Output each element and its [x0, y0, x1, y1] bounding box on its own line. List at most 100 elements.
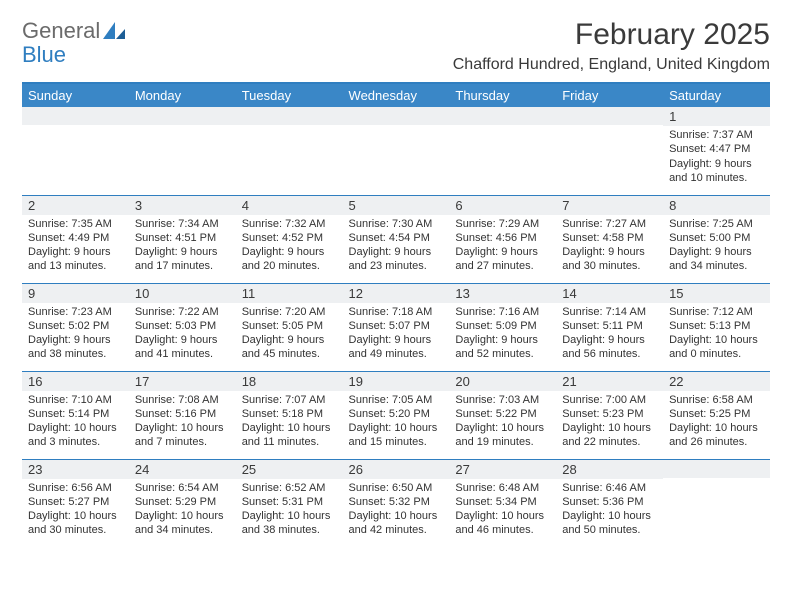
- daylight-text: Daylight: 10 hours and 15 minutes.: [349, 421, 444, 450]
- sunset-text: Sunset: 5:36 PM: [562, 495, 657, 509]
- sunrise-text: Sunrise: 6:54 AM: [135, 481, 230, 495]
- sunset-text: Sunset: 5:13 PM: [669, 319, 764, 333]
- day-number: 1: [663, 107, 770, 126]
- calendar-day-cell: 19Sunrise: 7:05 AMSunset: 5:20 PMDayligh…: [343, 371, 450, 459]
- sunset-text: Sunset: 5:31 PM: [242, 495, 337, 509]
- calendar-day-cell: 9Sunrise: 7:23 AMSunset: 5:02 PMDaylight…: [22, 283, 129, 371]
- calendar-day-cell: 15Sunrise: 7:12 AMSunset: 5:13 PMDayligh…: [663, 283, 770, 371]
- day-number: 12: [343, 284, 450, 303]
- daylight-text: Daylight: 10 hours and 22 minutes.: [562, 421, 657, 450]
- day-number: 25: [236, 460, 343, 479]
- calendar-day-cell: 4Sunrise: 7:32 AMSunset: 4:52 PMDaylight…: [236, 195, 343, 283]
- logo: General: [22, 18, 125, 44]
- sunset-text: Sunset: 4:58 PM: [562, 231, 657, 245]
- weekday-header: Saturday: [663, 84, 770, 107]
- sunset-text: Sunset: 4:49 PM: [28, 231, 123, 245]
- sunrise-text: Sunrise: 7:22 AM: [135, 305, 230, 319]
- sunset-text: Sunset: 4:51 PM: [135, 231, 230, 245]
- calendar-day-cell: 5Sunrise: 7:30 AMSunset: 4:54 PMDaylight…: [343, 195, 450, 283]
- sunset-text: Sunset: 4:54 PM: [349, 231, 444, 245]
- calendar-week-row: 9Sunrise: 7:23 AMSunset: 5:02 PMDaylight…: [22, 283, 770, 371]
- sunrise-text: Sunrise: 6:48 AM: [455, 481, 550, 495]
- calendar-day-cell: 16Sunrise: 7:10 AMSunset: 5:14 PMDayligh…: [22, 371, 129, 459]
- day-number: [663, 460, 770, 478]
- calendar-day-cell: 14Sunrise: 7:14 AMSunset: 5:11 PMDayligh…: [556, 283, 663, 371]
- sunrise-text: Sunrise: 7:10 AM: [28, 393, 123, 407]
- day-number: 22: [663, 372, 770, 391]
- sunset-text: Sunset: 5:03 PM: [135, 319, 230, 333]
- sunrise-text: Sunrise: 7:34 AM: [135, 217, 230, 231]
- sunrise-text: Sunrise: 7:05 AM: [349, 393, 444, 407]
- day-number: [556, 107, 663, 125]
- location-subtitle: Chafford Hundred, England, United Kingdo…: [453, 56, 770, 74]
- day-number: [343, 107, 450, 125]
- sunrise-text: Sunrise: 6:50 AM: [349, 481, 444, 495]
- page-title: February 2025: [453, 18, 770, 52]
- calendar-day-cell: 18Sunrise: 7:07 AMSunset: 5:18 PMDayligh…: [236, 371, 343, 459]
- day-number: 5: [343, 196, 450, 215]
- day-number: 20: [449, 372, 556, 391]
- calendar-day-cell: 27Sunrise: 6:48 AMSunset: 5:34 PMDayligh…: [449, 459, 556, 547]
- logo-sail-icon: [103, 22, 125, 40]
- calendar-day-cell: 12Sunrise: 7:18 AMSunset: 5:07 PMDayligh…: [343, 283, 450, 371]
- daylight-text: Daylight: 10 hours and 46 minutes.: [455, 509, 550, 538]
- day-number: 21: [556, 372, 663, 391]
- sunset-text: Sunset: 5:00 PM: [669, 231, 764, 245]
- day-number: 23: [22, 460, 129, 479]
- sunset-text: Sunset: 5:20 PM: [349, 407, 444, 421]
- sunrise-text: Sunrise: 7:00 AM: [562, 393, 657, 407]
- calendar-day-cell: 10Sunrise: 7:22 AMSunset: 5:03 PMDayligh…: [129, 283, 236, 371]
- title-block: February 2025 Chafford Hundred, England,…: [453, 18, 770, 74]
- weekday-header: Sunday: [22, 84, 129, 107]
- sunrise-text: Sunrise: 7:25 AM: [669, 217, 764, 231]
- calendar-day-cell: [129, 107, 236, 195]
- sunrise-text: Sunrise: 6:52 AM: [242, 481, 337, 495]
- day-number: 16: [22, 372, 129, 391]
- day-number: 26: [343, 460, 450, 479]
- day-number: [449, 107, 556, 125]
- day-number: 2: [22, 196, 129, 215]
- calendar-day-cell: 26Sunrise: 6:50 AMSunset: 5:32 PMDayligh…: [343, 459, 450, 547]
- daylight-text: Daylight: 10 hours and 34 minutes.: [135, 509, 230, 538]
- sunset-text: Sunset: 5:11 PM: [562, 319, 657, 333]
- calendar-day-cell: 7Sunrise: 7:27 AMSunset: 4:58 PMDaylight…: [556, 195, 663, 283]
- calendar-day-cell: [236, 107, 343, 195]
- day-number: [236, 107, 343, 125]
- sunset-text: Sunset: 5:02 PM: [28, 319, 123, 333]
- day-number: 3: [129, 196, 236, 215]
- sunrise-text: Sunrise: 7:18 AM: [349, 305, 444, 319]
- day-number: 17: [129, 372, 236, 391]
- day-number: 15: [663, 284, 770, 303]
- sunset-text: Sunset: 5:22 PM: [455, 407, 550, 421]
- daylight-text: Daylight: 10 hours and 50 minutes.: [562, 509, 657, 538]
- daylight-text: Daylight: 9 hours and 13 minutes.: [28, 245, 123, 274]
- daylight-text: Daylight: 9 hours and 20 minutes.: [242, 245, 337, 274]
- calendar-day-cell: 24Sunrise: 6:54 AMSunset: 5:29 PMDayligh…: [129, 459, 236, 547]
- calendar-day-cell: 17Sunrise: 7:08 AMSunset: 5:16 PMDayligh…: [129, 371, 236, 459]
- day-number: 8: [663, 196, 770, 215]
- sunrise-text: Sunrise: 7:16 AM: [455, 305, 550, 319]
- day-number: 24: [129, 460, 236, 479]
- calendar-day-cell: 2Sunrise: 7:35 AMSunset: 4:49 PMDaylight…: [22, 195, 129, 283]
- calendar-week-row: 23Sunrise: 6:56 AMSunset: 5:27 PMDayligh…: [22, 459, 770, 547]
- day-number: 14: [556, 284, 663, 303]
- daylight-text: Daylight: 10 hours and 26 minutes.: [669, 421, 764, 450]
- day-number: [22, 107, 129, 125]
- calendar-day-cell: 13Sunrise: 7:16 AMSunset: 5:09 PMDayligh…: [449, 283, 556, 371]
- calendar-day-cell: 20Sunrise: 7:03 AMSunset: 5:22 PMDayligh…: [449, 371, 556, 459]
- calendar-day-cell: 28Sunrise: 6:46 AMSunset: 5:36 PMDayligh…: [556, 459, 663, 547]
- sunrise-text: Sunrise: 7:27 AM: [562, 217, 657, 231]
- daylight-text: Daylight: 9 hours and 17 minutes.: [135, 245, 230, 274]
- sunrise-text: Sunrise: 7:20 AM: [242, 305, 337, 319]
- calendar-day-cell: 3 Sunrise: 7:34 AMSunset: 4:51 PMDaylight…: [129, 195, 236, 283]
- sunrise-text: Sunrise: 7:23 AM: [28, 305, 123, 319]
- sunrise-text: Sunrise: 7:30 AM: [349, 217, 444, 231]
- sunrise-text: Sunrise: 6:56 AM: [28, 481, 123, 495]
- sunrise-text: Sunrise: 7:37 AM: [669, 128, 764, 142]
- sunset-text: Sunset: 5:18 PM: [242, 407, 337, 421]
- calendar-table: SundayMondayTuesdayWednesdayThursdayFrid…: [22, 84, 770, 547]
- calendar-day-cell: 1Sunrise: 7:37 AMSunset: 4:47 PMDaylight…: [663, 107, 770, 195]
- daylight-text: Daylight: 10 hours and 38 minutes.: [242, 509, 337, 538]
- sunrise-text: Sunrise: 7:07 AM: [242, 393, 337, 407]
- calendar-day-cell: 25 Sunrise: 6:52 AMSunset: 5:31 PMDayligh…: [236, 459, 343, 547]
